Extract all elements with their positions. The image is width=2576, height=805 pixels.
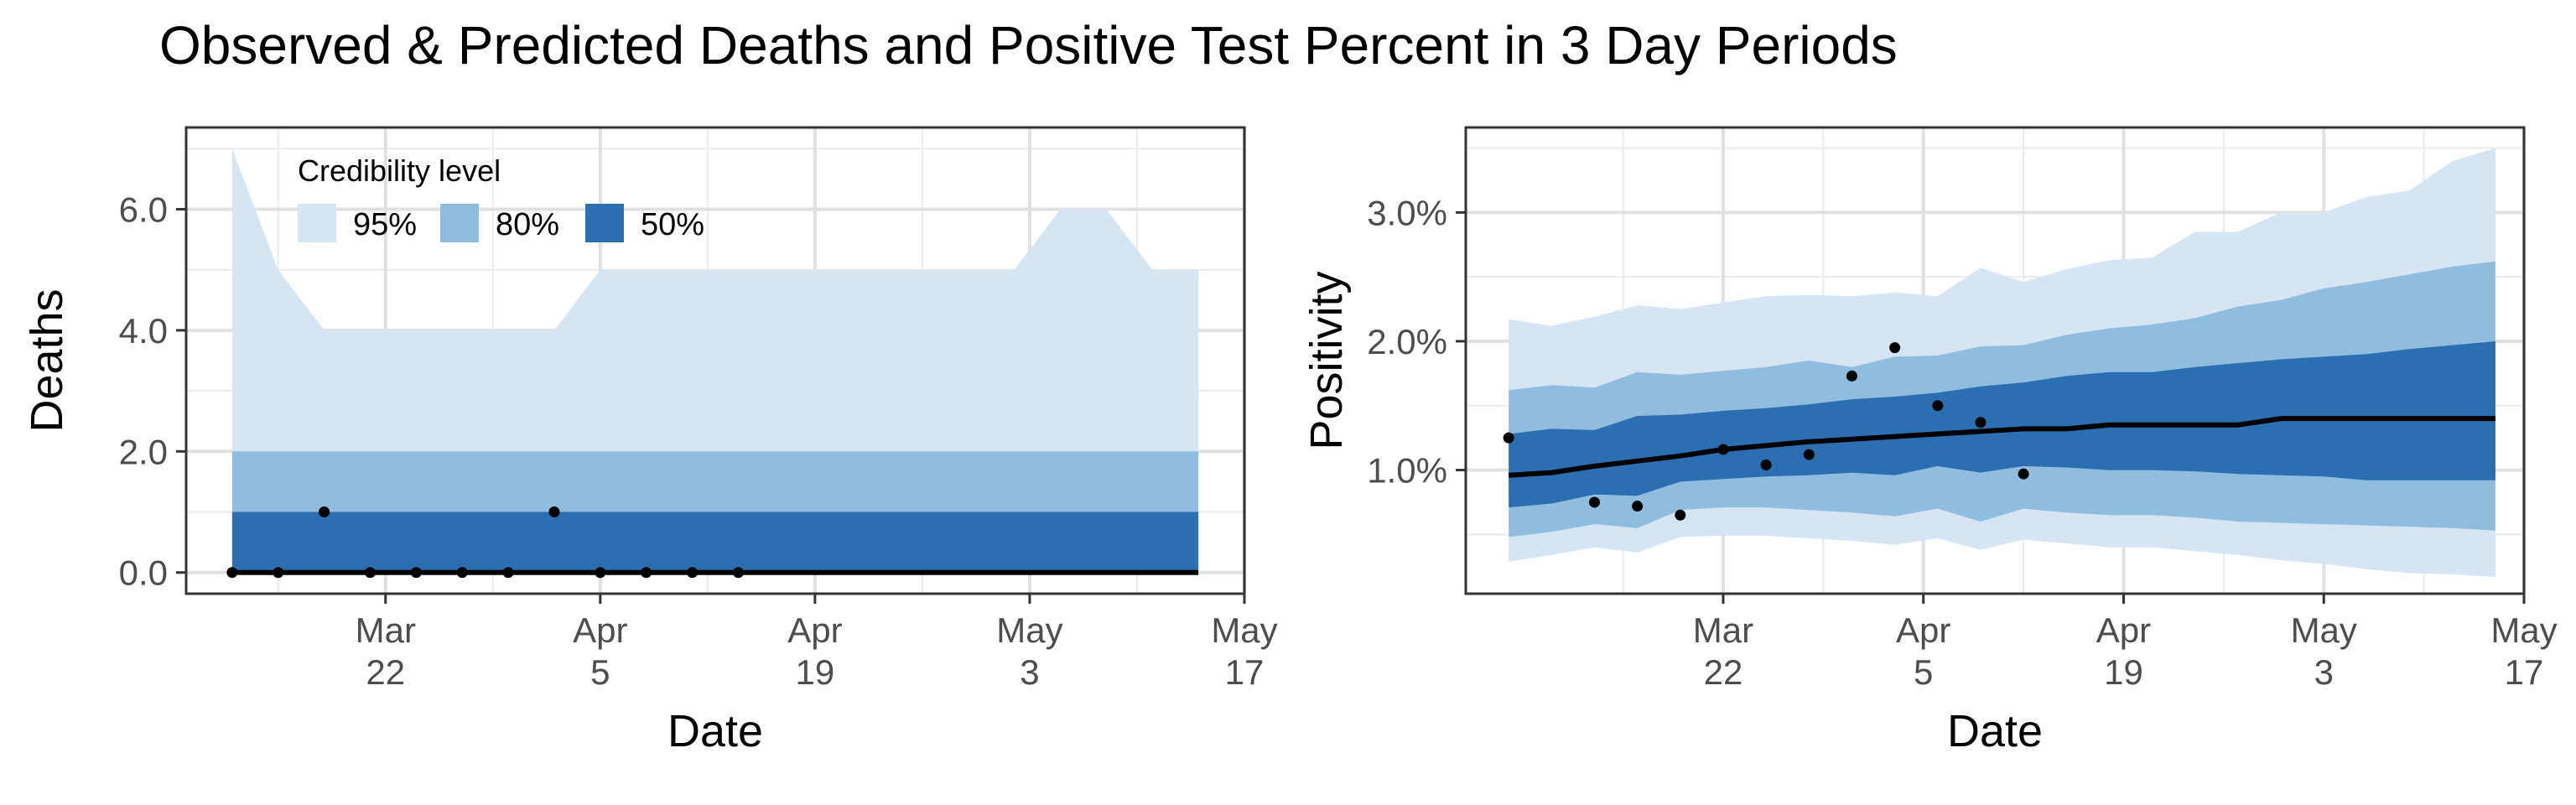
legend: Credibility level 95% 80% 50%	[298, 153, 704, 242]
x-tick-label-day: 5	[590, 652, 610, 692]
observed-point	[548, 506, 560, 518]
deaths-panel: 0.02.04.06.0Mar22Apr5Apr19May3May17DateD…	[22, 126, 1278, 756]
observed-point	[273, 567, 284, 579]
observed-point	[1889, 342, 1901, 354]
observed-point	[595, 567, 606, 579]
observed-point	[1846, 370, 1857, 382]
y-tick-label: 1.0%	[1367, 451, 1447, 491]
y-axis-title: Deaths	[22, 288, 72, 432]
median-line	[1509, 416, 2496, 478]
observed-point	[226, 567, 238, 579]
observed-point	[1760, 459, 1772, 470]
x-tick-label-day: 22	[1704, 652, 1743, 692]
observed-point	[1932, 400, 1944, 412]
observed-point	[1717, 444, 1729, 455]
observed-point	[410, 567, 422, 579]
x-tick-label-month: Mar	[356, 610, 416, 650]
x-tick-label-day: 3	[1020, 652, 1039, 692]
legend-label: 50%	[641, 207, 704, 242]
observed-point	[1588, 496, 1600, 508]
observed-point	[1975, 417, 1987, 428]
x-tick-label-month: Apr	[2096, 610, 2151, 650]
figure-title: Observed & Predicted Deaths and Positive…	[159, 15, 1898, 75]
y-tick-label: 2.0	[119, 432, 168, 471]
x-tick-label-month: May	[996, 610, 1062, 650]
credible-band-50	[231, 512, 1199, 573]
y-tick-label: 4.0	[119, 311, 168, 351]
observed-point	[1632, 501, 1644, 512]
x-axis-title: Date	[1947, 706, 2043, 756]
legend-label: 80%	[496, 207, 559, 242]
panel-border	[1464, 126, 2526, 595]
x-tick-label-month: Apr	[1896, 610, 1950, 650]
x-tick-label-day: 5	[1914, 652, 1933, 692]
observed-point	[732, 567, 744, 579]
legend-key-95	[298, 204, 336, 242]
legend-key-50	[585, 204, 624, 242]
x-tick-label-day: 19	[796, 652, 835, 692]
y-tick-label: 3.0%	[1367, 193, 1447, 232]
legend-label: 95%	[353, 207, 417, 242]
x-tick-label-day: 3	[2314, 652, 2334, 692]
legend-key-80	[440, 204, 479, 242]
observed-point	[687, 567, 699, 579]
panel-border	[184, 126, 1246, 595]
observed-point	[502, 567, 514, 579]
x-tick-label-month: Apr	[573, 610, 627, 650]
x-tick-label-day: 22	[366, 652, 405, 692]
observed-point	[641, 567, 652, 579]
observed-point	[319, 506, 330, 518]
y-tick-label: 6.0	[119, 190, 168, 229]
positivity-panel: 1.0%2.0%3.0%Mar22Apr5Apr19May3May17DateP…	[1301, 126, 2558, 756]
observed-point	[1503, 432, 1514, 444]
x-tick-label-month: Mar	[1693, 610, 1753, 650]
y-axis-title: Positivity	[1301, 271, 1352, 449]
x-tick-label-day: 19	[2104, 652, 2143, 692]
legend-title: Credibility level	[298, 153, 501, 188]
x-tick-label-day: 17	[1225, 652, 1265, 692]
credible-band-50	[1509, 341, 2496, 508]
y-tick-label: 2.0%	[1367, 322, 1447, 361]
x-axis-title: Date	[667, 706, 763, 756]
observed-point	[2018, 468, 2029, 480]
x-tick-label-month: May	[1211, 610, 1277, 650]
observed-point	[1803, 449, 1815, 460]
observed-point	[364, 567, 376, 579]
x-tick-label-day: 17	[2505, 652, 2544, 692]
x-tick-label-month: Apr	[787, 610, 842, 650]
x-tick-label-month: May	[2291, 610, 2357, 650]
x-tick-label-month: May	[2490, 610, 2557, 650]
observed-point	[1675, 509, 1686, 521]
observed-point	[456, 567, 468, 579]
y-tick-label: 0.0	[119, 553, 168, 593]
